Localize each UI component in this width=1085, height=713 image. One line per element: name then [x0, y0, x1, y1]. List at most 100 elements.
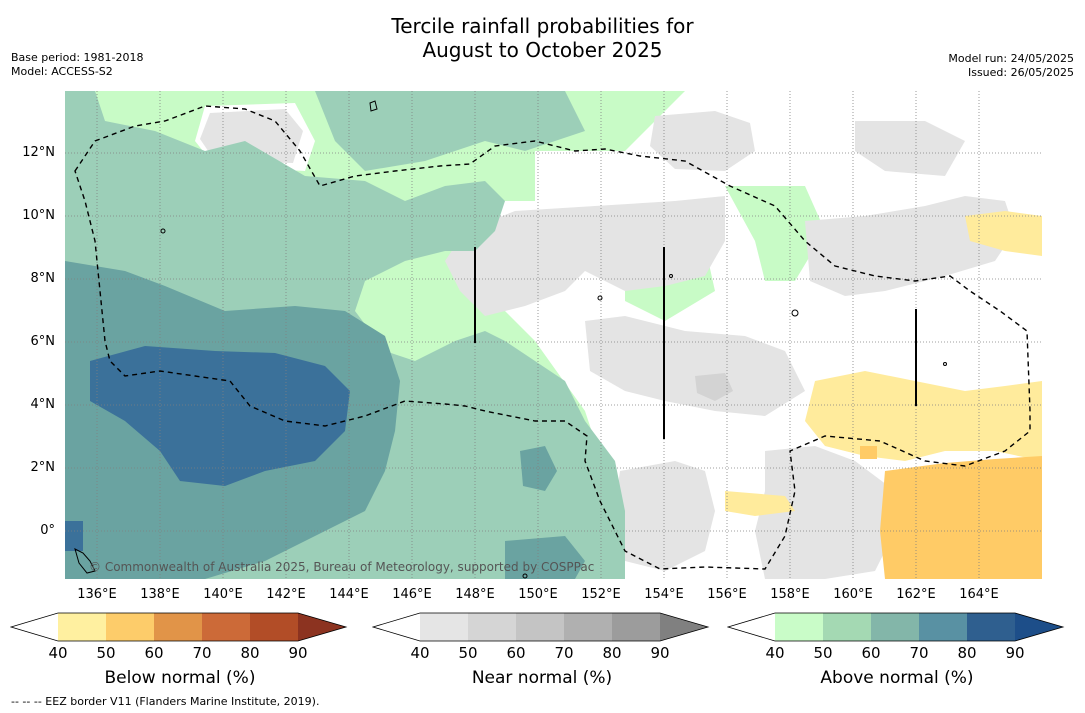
below-50-south-strip [725, 491, 795, 516]
header-right: Model run: 24/05/2025 Issued: 26/05/2025 [948, 52, 1074, 80]
x-tick-146: 146°E [392, 587, 432, 602]
y-tick-10n: 10°N [22, 208, 55, 223]
title-line-2: August to October 2025 [422, 38, 663, 62]
x-tick-160: 160°E [833, 587, 873, 602]
near-50-central [445, 196, 725, 316]
x-tick-152: 152°E [581, 587, 621, 602]
vertical-markers [474, 247, 917, 439]
x-tick-138: 138°E [140, 587, 180, 602]
below-60-dot [860, 446, 877, 459]
cb-above-seg-3 [871, 613, 919, 641]
map-title: Tercile rainfall probabilities for Augus… [0, 14, 1085, 62]
probability-map: © Commonwealth of Australia 2025, Bureau… [65, 91, 1042, 579]
near-50-northeast2 [855, 121, 965, 176]
cb-above-tick: 80 [957, 644, 977, 662]
cb-near-seg-2 [468, 613, 516, 641]
above-80-region [90, 346, 350, 486]
near-50-east-center [585, 316, 805, 416]
near-50-northeast [650, 111, 755, 171]
cb-above-seg-2 [823, 613, 871, 641]
cb-below-tick: 90 [288, 644, 308, 662]
cb-above-tick: 50 [813, 644, 833, 662]
cb-above-seg-5 [967, 613, 1015, 641]
x-tick-140: 140°E [203, 587, 243, 602]
cb-below-seg-0 [11, 613, 58, 641]
colorbar-above [727, 612, 1065, 642]
cb-below-seg-4 [202, 613, 250, 641]
x-tick-164: 164°E [959, 587, 999, 602]
y-tick-6n: 6°N [30, 334, 56, 349]
cb-above-tick: 70 [909, 644, 929, 662]
cb-below-tick: 60 [144, 644, 164, 662]
islands [74, 100, 947, 579]
y-tick-2n: 2°N [30, 460, 56, 475]
below-60-region [880, 456, 1042, 579]
model-run: Model run: 24/05/2025 [948, 52, 1074, 65]
near-60-patch [695, 373, 733, 401]
x-tick-144: 144°E [329, 587, 369, 602]
copyright-text: © Commonwealth of Australia 2025, Bureau… [89, 560, 594, 574]
title-line-1: Tercile rainfall probabilities for [391, 14, 694, 38]
model-name: Model: ACCESS-S2 [11, 65, 113, 78]
cb-below-seg-1 [58, 613, 106, 641]
cb-above-tick: 90 [1005, 644, 1025, 662]
cb-above-tick: 40 [765, 644, 785, 662]
x-tick-162: 162°E [896, 587, 936, 602]
y-tick-12n: 12°N [22, 145, 55, 160]
cb-near-seg-0 [373, 613, 420, 641]
above-70-southeast-patch [505, 536, 585, 579]
y-tick-8n: 8°N [30, 271, 56, 286]
cb-below-seg-5 [250, 613, 298, 641]
eez-border [74, 105, 1031, 570]
below-50-northeast [965, 211, 1042, 256]
x-tick-150: 150°E [518, 587, 558, 602]
cb-below-seg-6 [298, 613, 346, 641]
below-50-region [805, 371, 1042, 461]
x-tick-156: 156°E [707, 587, 747, 602]
cb-above-seg-1 [775, 613, 823, 641]
cb-near-tick: 90 [650, 644, 670, 662]
cb-near-seg-1 [420, 613, 468, 641]
above-70-south-patch [520, 446, 557, 491]
x-tick-154: 154°E [644, 587, 684, 602]
cb-near-tick: 50 [458, 644, 478, 662]
cb-near-seg-6 [660, 613, 708, 641]
cb-below-seg-3 [154, 613, 202, 641]
x-tick-142: 142°E [266, 587, 306, 602]
x-tick-148: 148°E [455, 587, 495, 602]
x-tick-158: 158°E [770, 587, 810, 602]
above-60-north [315, 91, 585, 171]
cb-near-tick: 70 [554, 644, 574, 662]
cb-above-seg-0 [728, 613, 775, 641]
eez-legend-note: -- -- -- EEZ border V11 (Flanders Marine… [11, 695, 320, 708]
cb-near-tick: 60 [506, 644, 526, 662]
cb-near-tick: 80 [602, 644, 622, 662]
cb-below-seg-2 [106, 613, 154, 641]
above-50-east-patch [725, 186, 825, 281]
cb-near-tick: 40 [410, 644, 430, 662]
near-50-southeast [755, 446, 895, 579]
cb-near-seg-5 [612, 613, 660, 641]
cb-below-tick: 50 [96, 644, 116, 662]
y-tick-0: 0° [40, 523, 55, 538]
cb-above-seg-6 [1015, 613, 1063, 641]
base-period: Base period: 1981-2018 [11, 51, 144, 64]
colorbar-near-title: Near normal (%) [471, 668, 613, 688]
cb-near-seg-3 [516, 613, 564, 641]
issued-date: Issued: 26/05/2025 [967, 66, 1074, 79]
colorbar-near [372, 612, 710, 642]
cb-above-seg-4 [919, 613, 967, 641]
cb-below-tick: 70 [192, 644, 212, 662]
header-left: Base period: 1981-2018 Model: ACCESS-S2 [11, 51, 143, 79]
colorbar-below-title: Below normal (%) [104, 668, 256, 688]
colorbar-above-title: Above normal (%) [820, 668, 974, 688]
colorbar-below [10, 612, 348, 642]
cb-above-tick: 60 [861, 644, 881, 662]
y-tick-4n: 4°N [30, 397, 56, 412]
cb-below-tick: 80 [240, 644, 260, 662]
above-80-west-edge [65, 521, 83, 551]
cb-near-seg-4 [564, 613, 612, 641]
cb-below-tick: 40 [48, 644, 68, 662]
grid-lines [65, 91, 1042, 579]
x-tick-136: 136°E [77, 587, 117, 602]
